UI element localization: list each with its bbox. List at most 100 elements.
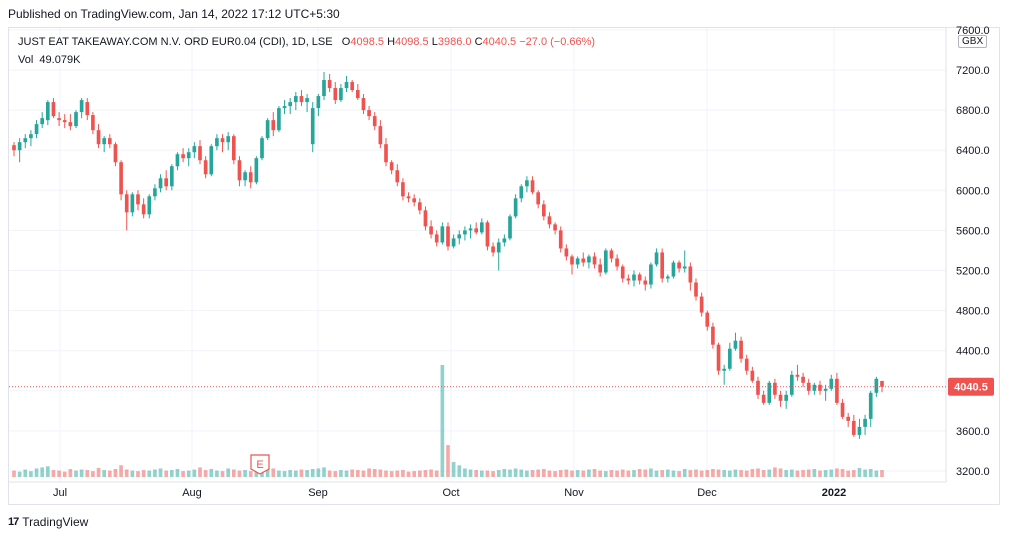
volume-bar bbox=[130, 470, 135, 477]
y-tick-label: 4800.0 bbox=[956, 306, 990, 318]
candle-body bbox=[575, 258, 580, 265]
volume-bar bbox=[113, 469, 118, 477]
candle-body bbox=[519, 186, 524, 199]
candle-body bbox=[474, 228, 479, 233]
volume-bar bbox=[429, 469, 433, 477]
volume-bar bbox=[164, 470, 169, 477]
volume-bar bbox=[626, 470, 631, 477]
candle-body bbox=[367, 110, 371, 117]
brand-name: TradingView bbox=[22, 515, 89, 529]
candle-body bbox=[812, 384, 817, 391]
close-value: 4040.5 bbox=[482, 36, 517, 48]
volume-bar bbox=[637, 469, 642, 477]
candle-body bbox=[434, 234, 439, 243]
candle-body bbox=[468, 228, 473, 231]
x-tick-label: Sep bbox=[308, 487, 328, 499]
volume-bar bbox=[823, 470, 828, 477]
candle-body bbox=[846, 416, 851, 421]
candle-body bbox=[361, 98, 366, 111]
currency-badge[interactable]: GBX bbox=[958, 35, 988, 48]
candle-body bbox=[277, 108, 281, 131]
candle-body bbox=[694, 282, 698, 297]
candle-body bbox=[237, 160, 242, 181]
volume-bar bbox=[767, 469, 772, 477]
change-value: −27.0 (−0.66%) bbox=[519, 36, 596, 48]
open-value: 4098.5 bbox=[350, 36, 384, 48]
volume-bar bbox=[57, 470, 61, 477]
candle-body bbox=[417, 202, 422, 211]
volume-bar bbox=[502, 469, 507, 477]
candle-body bbox=[271, 120, 276, 131]
x-tick-label: 2022 bbox=[822, 487, 846, 499]
candle-body bbox=[773, 382, 777, 395]
volume-bar bbox=[198, 467, 202, 477]
volume-bar bbox=[773, 467, 777, 477]
volume-bar bbox=[778, 468, 783, 477]
candle-body bbox=[451, 238, 456, 247]
volume-bar bbox=[761, 470, 766, 477]
candle-body bbox=[558, 230, 563, 249]
candle-body bbox=[124, 194, 129, 213]
volume-bar bbox=[609, 470, 614, 477]
candle-body bbox=[581, 258, 586, 263]
candle-body bbox=[350, 82, 355, 91]
volume-bar bbox=[299, 469, 304, 477]
volume-bar bbox=[107, 470, 112, 477]
volume-bar bbox=[153, 469, 157, 477]
volume-bar bbox=[620, 469, 625, 477]
legend-line: JUST EAT TAKEAWAY.COM N.V. ORD EUR0.04 (… bbox=[18, 36, 595, 48]
candle-body bbox=[412, 198, 417, 203]
candle-body bbox=[147, 196, 152, 215]
candle-body bbox=[327, 80, 332, 89]
candle-body bbox=[79, 100, 84, 113]
volume-bar bbox=[34, 468, 39, 477]
candle-body bbox=[463, 230, 467, 235]
volume-bar bbox=[874, 470, 879, 477]
volume-bar bbox=[79, 469, 84, 477]
candle-body bbox=[282, 106, 287, 109]
volume-bar bbox=[632, 470, 636, 477]
volume-bar bbox=[750, 469, 755, 477]
volume-bar bbox=[463, 468, 467, 477]
candle-body bbox=[288, 102, 293, 107]
volume-bar bbox=[355, 470, 360, 477]
volume-bar bbox=[801, 470, 805, 477]
candle-body bbox=[23, 138, 28, 143]
candle-body bbox=[136, 194, 140, 205]
candle-body bbox=[632, 274, 636, 281]
volume-bar bbox=[570, 470, 574, 477]
volume-bar bbox=[739, 470, 743, 477]
volume-bar bbox=[677, 471, 681, 477]
candle-body bbox=[840, 402, 845, 417]
candle-body bbox=[440, 226, 445, 243]
volume-bar bbox=[688, 470, 693, 477]
candle-body bbox=[130, 194, 135, 213]
candle-body bbox=[248, 172, 253, 183]
volume-bar bbox=[603, 471, 608, 477]
candle-body bbox=[305, 98, 309, 103]
candle-body bbox=[671, 262, 676, 277]
volume-bar bbox=[575, 470, 580, 477]
candle-body bbox=[141, 204, 146, 215]
volume-bar bbox=[643, 469, 648, 477]
candle-body bbox=[502, 238, 507, 243]
candle-body bbox=[395, 170, 400, 183]
candle-body bbox=[767, 382, 772, 403]
symbol-label: JUST EAT TAKEAWAY.COM N.V. ORD EUR0.04 (… bbox=[18, 36, 333, 48]
volume-bar bbox=[744, 470, 749, 477]
candle-body bbox=[874, 378, 879, 393]
candle-body bbox=[153, 188, 157, 197]
candle-body bbox=[835, 378, 839, 403]
volume-bar bbox=[587, 469, 591, 477]
low-value: 3986.0 bbox=[437, 36, 472, 48]
candle-body bbox=[68, 122, 73, 127]
volume-bar bbox=[277, 470, 281, 477]
volume-bar bbox=[231, 469, 236, 477]
earnings-icon[interactable] bbox=[250, 454, 270, 475]
candle-body bbox=[91, 115, 95, 131]
volume-bar bbox=[136, 471, 140, 477]
volume-bar bbox=[220, 471, 225, 477]
candle-body bbox=[102, 138, 107, 145]
volume-bar bbox=[733, 469, 738, 477]
